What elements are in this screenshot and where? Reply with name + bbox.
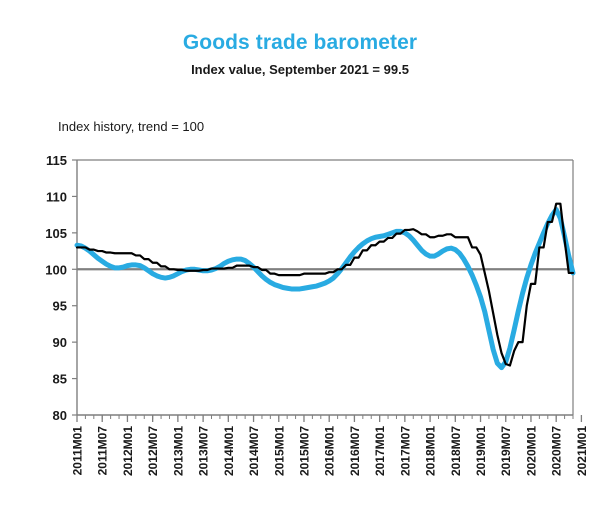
x-tick-label-2019M07: 2019M07 (499, 426, 513, 476)
y-tick-label-100: 100 (45, 262, 67, 277)
x-tick-label-2015M01: 2015M01 (272, 426, 286, 476)
x-tick-label-2013M01: 2013M01 (171, 426, 185, 476)
series-line-goods-trade-barometer (74, 207, 576, 371)
x-tick-label-2019M01: 2019M01 (474, 426, 488, 476)
x-tick-label-2020M07: 2020M07 (550, 426, 564, 476)
x-tick-label-2017M01: 2017M01 (373, 426, 387, 476)
chart-subtitle: Index value, September 2021 = 99.5 (191, 62, 409, 77)
x-tick-label-2021M01: 2021M01 (575, 426, 589, 476)
series-line-world-merchandise-trade-volume (75, 202, 575, 367)
y-tick-label-90: 90 (53, 335, 67, 350)
y-tick-label-110: 110 (46, 189, 67, 204)
x-tick-label-2014M07: 2014M07 (247, 426, 261, 476)
x-tick-label-2013M07: 2013M07 (197, 426, 211, 476)
x-tick-label-2018M01: 2018M01 (424, 426, 438, 476)
y-tick-label-95: 95 (53, 299, 67, 314)
x-tick-label-2015M07: 2015M07 (297, 426, 311, 476)
x-tick-label-2012M07: 2012M07 (146, 426, 160, 476)
x-tick-label-2014M01: 2014M01 (222, 426, 236, 476)
x-tick-label-2016M07: 2016M07 (348, 426, 362, 476)
x-tick-label-2016M01: 2016M01 (323, 426, 337, 476)
page-title: Goods trade barometer (182, 31, 418, 54)
x-tick-label-2018M07: 2018M07 (449, 426, 463, 476)
x-tick-label-2017M07: 2017M07 (398, 426, 412, 476)
x-tick-label-2011M07: 2011M07 (96, 426, 110, 476)
chart-note: Index history, trend = 100 (58, 119, 205, 134)
x-tick-label-2012M01: 2012M01 (121, 426, 135, 476)
x-tick-label-2020M01: 2020M01 (524, 426, 538, 476)
y-tick-label-115: 115 (46, 153, 67, 168)
y-tick-label-105: 105 (45, 226, 67, 241)
x-tick-label-2011M01: 2011M01 (71, 426, 85, 476)
y-tick-label-85: 85 (53, 372, 67, 387)
y-tick-label-80: 80 (53, 408, 67, 423)
